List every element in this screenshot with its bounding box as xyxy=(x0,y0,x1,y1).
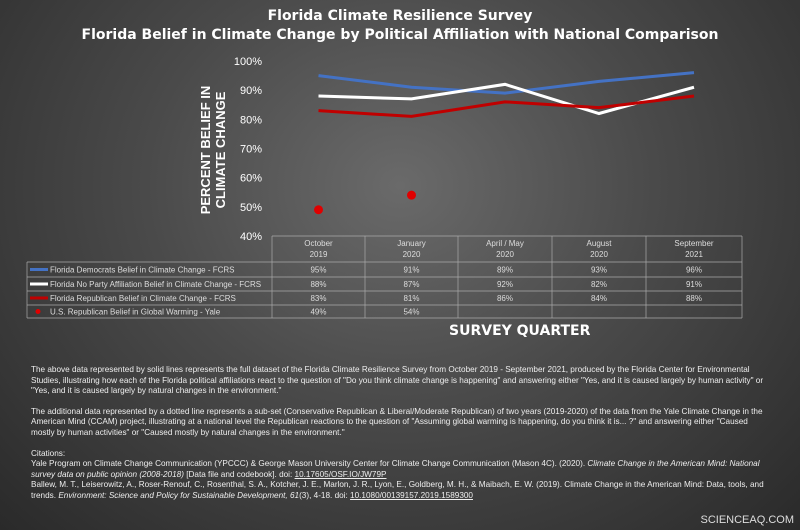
data-point xyxy=(407,190,416,200)
data-point xyxy=(314,205,323,215)
legend-label: U.S. Republican Belief in Global Warming… xyxy=(50,308,221,317)
chart-subtitle: Florida Belief in Climate Change by Poli… xyxy=(81,27,719,43)
data-label: 87% xyxy=(403,280,419,289)
y-tick-label: 80% xyxy=(240,114,262,126)
data-label: 89% xyxy=(497,266,513,275)
legend-key xyxy=(35,309,41,314)
chart-area: 40% 50% 60% 70% 80% 90% 100% October 2019 January… xyxy=(26,56,743,319)
legend-label: Florida No Party Affiliation Belief in C… xyxy=(50,280,261,289)
data-label: 54% xyxy=(403,308,419,317)
citations-label: Citations: xyxy=(31,448,66,458)
y-tick-label: 100% xyxy=(234,56,262,68)
x-tick-label: 2020 xyxy=(496,250,514,259)
series-line xyxy=(318,71,695,95)
data-label: 91% xyxy=(686,280,702,289)
series-line xyxy=(318,94,695,118)
x-tick-label: January xyxy=(397,239,425,248)
note-solid-lines: The above data represented by solid line… xyxy=(31,365,764,396)
x-tick-label: April / May xyxy=(486,239,524,248)
notes: The above data represented by solid line… xyxy=(31,365,771,502)
watermark: SCIENCEAQ.COM xyxy=(700,514,794,526)
data-label: 83% xyxy=(310,294,326,303)
legend-label: Florida Democrats Belief in Climate Chan… xyxy=(50,266,235,275)
x-tick-label: 2019 xyxy=(310,250,328,259)
doi-link-1[interactable]: 10.17605/OSF.IO/JW79P xyxy=(294,469,387,479)
data-label: 92% xyxy=(497,280,513,289)
data-label: 84% xyxy=(591,294,607,303)
x-tick-label: 2020 xyxy=(403,250,421,259)
data-label: 81% xyxy=(403,294,419,303)
y-tick-label: 70% xyxy=(240,144,262,156)
y-tick-label: 90% xyxy=(240,85,262,97)
y-tick-label: 60% xyxy=(240,173,262,185)
legend-label: Florida Republican Belief in Climate Cha… xyxy=(50,294,236,303)
doi-link-2[interactable]: 10.1080/00139157.2019.1589300 xyxy=(350,490,473,500)
data-label: 93% xyxy=(591,266,607,275)
data-label: 91% xyxy=(403,266,419,275)
data-label: 88% xyxy=(686,294,702,303)
y-tick-label: 40% xyxy=(240,231,262,243)
series-line xyxy=(318,82,695,116)
data-label: 82% xyxy=(591,280,607,289)
x-axis-label: SURVEY QUARTER xyxy=(449,323,591,339)
data-label: 86% xyxy=(497,294,513,303)
x-tick-label: 2021 xyxy=(685,250,703,259)
x-tick-label: August xyxy=(587,239,613,248)
chart-title: Florida Climate Resilience Survey xyxy=(267,8,533,24)
x-tick-label: 2020 xyxy=(590,250,608,259)
data-label: 88% xyxy=(310,280,326,289)
y-tick-label: 50% xyxy=(240,202,262,214)
x-tick-label: October xyxy=(304,239,333,248)
x-tick-label: September xyxy=(674,239,713,248)
citation-1: Yale Program on Climate Change Communica… xyxy=(31,459,760,479)
citation-2: Ballew, M. T., Leiserowitz, A., Roser-Re… xyxy=(31,480,764,500)
data-label: 49% xyxy=(310,308,326,317)
data-label: 96% xyxy=(686,266,702,275)
note-dotted-line: The additional data represented by a dot… xyxy=(31,406,763,437)
data-label: 95% xyxy=(310,266,326,275)
